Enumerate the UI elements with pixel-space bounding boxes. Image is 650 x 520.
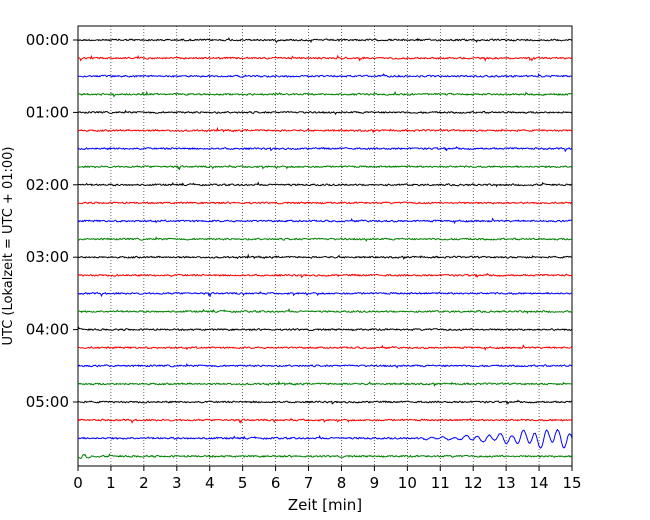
trace-0145: [78, 164, 573, 171]
trace-0100: [77, 109, 573, 116]
trace-0415: [77, 344, 573, 351]
y-tick-label: 03:00: [26, 248, 69, 266]
y-tick-label: 01:00: [26, 103, 69, 121]
y-axis-ticks: 00:00 01:00 02:00 03:00 04:00 05:00: [26, 31, 78, 411]
plot-frame: [77, 25, 573, 467]
trace-0315: [77, 272, 573, 279]
grid-lines: [110, 26, 540, 466]
trace-0230: [77, 217, 573, 225]
x-tick-label: 3: [172, 474, 182, 492]
y-tick-label: 00:00: [26, 31, 69, 49]
trace-0430: [77, 362, 573, 369]
y-tick-label: 02:00: [26, 176, 69, 194]
x-axis-ticks: 0 1 2 3 4 5 6 7 8 9 10 11 12 13 14 15: [73, 466, 582, 492]
trace-0300: [77, 253, 573, 261]
x-tick-label: 4: [205, 474, 215, 492]
trace-0515: [77, 417, 573, 424]
x-tick-label: 5: [238, 474, 248, 492]
x-tick-label: 6: [271, 474, 281, 492]
trace-0045: [77, 90, 573, 98]
traces: [77, 37, 573, 459]
x-tick-label: 7: [304, 474, 314, 492]
y-axis-label: UTC (Lokalzeit = UTC + 01:00): [1, 147, 16, 346]
x-tick-label: 13: [497, 474, 516, 492]
trace-0530: [77, 428, 573, 449]
trace-0500: [77, 399, 573, 405]
x-tick-label: 15: [562, 474, 581, 492]
x-tick-label: 0: [73, 474, 83, 492]
trace-0445: [77, 380, 573, 387]
trace-0030: [78, 72, 573, 78]
trace-0000: [77, 37, 573, 44]
x-tick-label: 14: [530, 474, 549, 492]
trace-0545: [77, 453, 573, 459]
trace-0130: [77, 146, 573, 153]
x-tick-label: 10: [398, 474, 417, 492]
trace-0330: [77, 291, 573, 298]
trace-0015: [77, 54, 573, 62]
x-tick-label: 1: [106, 474, 116, 492]
x-axis-label: Zeit [min]: [288, 496, 362, 514]
x-tick-label: 11: [431, 474, 450, 492]
x-tick-label: 2: [139, 474, 149, 492]
trace-0215: [77, 201, 573, 205]
x-tick-label: 8: [337, 474, 347, 492]
trace-0245: [77, 236, 573, 242]
trace-0400: [77, 326, 573, 332]
trace-0200: [77, 181, 573, 188]
x-tick-label: 9: [370, 474, 380, 492]
trace-0115: [77, 126, 573, 134]
trace-0345: [77, 307, 573, 315]
y-tick-label: 04:00: [26, 321, 69, 339]
y-tick-label: 05:00: [26, 393, 69, 411]
x-tick-label: 12: [464, 474, 483, 492]
